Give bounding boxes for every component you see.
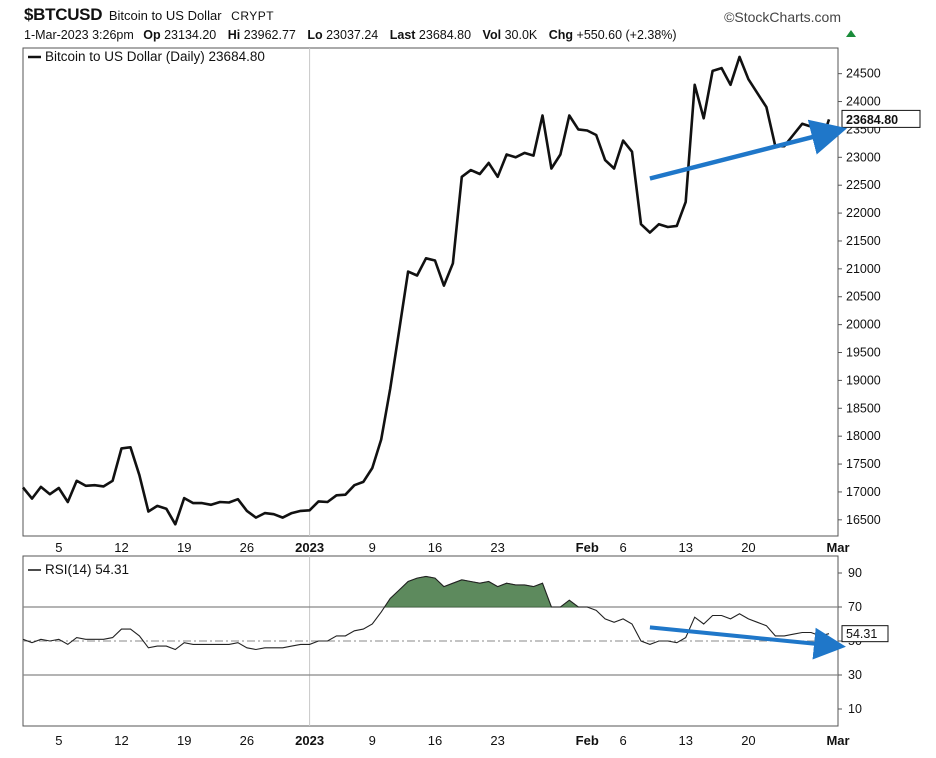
rsi-ytick-label: 90 bbox=[848, 566, 862, 580]
price-ytick-label: 20500 bbox=[846, 290, 881, 304]
volume-label: Vol bbox=[482, 28, 502, 42]
rsi-legend-label: RSI(14) 54.31 bbox=[45, 562, 129, 577]
price-ytick-label: 22500 bbox=[846, 178, 881, 192]
price-ytick-label: 16500 bbox=[846, 513, 881, 527]
rsi-xtick-label: 12 bbox=[114, 733, 128, 748]
open-value: 23134.20 bbox=[164, 28, 217, 42]
price-ytick-label: 22000 bbox=[846, 206, 881, 220]
price-xtick-label: 23 bbox=[490, 540, 504, 555]
price-last-value-label: 23684.80 bbox=[846, 113, 898, 127]
price-ytick-label: 18500 bbox=[846, 401, 881, 415]
price-xtick-label: Mar bbox=[826, 540, 849, 555]
rsi-ytick-label: 10 bbox=[848, 702, 862, 716]
last-label: Last bbox=[389, 28, 416, 42]
volume-value: 30.0K bbox=[504, 28, 538, 42]
exchange: CRYPT bbox=[231, 9, 275, 23]
rsi-xtick-label: 5 bbox=[55, 733, 62, 748]
price-ytick-label: 21500 bbox=[846, 234, 881, 248]
rsi-xtick-label: 9 bbox=[369, 733, 376, 748]
price-xtick-label: 12 bbox=[114, 540, 128, 555]
change-value: +550.60 (+2.38%) bbox=[576, 28, 677, 42]
high-label: Hi bbox=[227, 28, 241, 42]
price-xtick-label: 20 bbox=[741, 540, 755, 555]
price-ytick-label: 18000 bbox=[846, 429, 881, 443]
price-last-value-box bbox=[841, 109, 921, 128]
open-label: Op bbox=[143, 28, 161, 42]
price-xtick-label: 16 bbox=[428, 540, 442, 555]
rsi-xtick-label: 23 bbox=[490, 733, 504, 748]
price-ytick-label: 23000 bbox=[846, 150, 881, 164]
rsi-xtick-label: 26 bbox=[240, 733, 254, 748]
rsi-xtick-label: 20 bbox=[741, 733, 755, 748]
price-ytick-label: 19000 bbox=[846, 373, 881, 387]
price-xtick-label: 6 bbox=[619, 540, 626, 555]
rsi-xtick-label: Mar bbox=[826, 733, 849, 748]
up-triangle-icon bbox=[846, 30, 856, 37]
low-label: Lo bbox=[307, 28, 323, 42]
price-xtick-label: 5 bbox=[55, 540, 62, 555]
price-ytick-label: 24500 bbox=[846, 67, 881, 81]
rsi-trend-arrow bbox=[649, 625, 846, 660]
rsi-ytick-label: 30 bbox=[848, 668, 862, 682]
rsi-xtick-label: 6 bbox=[619, 733, 626, 748]
rsi-xtick-label: 19 bbox=[177, 733, 191, 748]
price-xtick-label: 9 bbox=[369, 540, 376, 555]
price-panel: 16500 17000 17500 18000 18500 19000 19500 20000… bbox=[21, 47, 921, 555]
change-label: Chg bbox=[548, 28, 574, 42]
quote-date: 1-Mar-2023 3:26pm bbox=[24, 28, 134, 42]
rsi-ytick-label: 70 bbox=[848, 600, 862, 614]
price-ytick-label: 20000 bbox=[846, 318, 881, 332]
price-trend-arrow bbox=[649, 119, 848, 181]
symbol-name: Bitcoin to US Dollar bbox=[108, 8, 222, 23]
high-value: 23962.77 bbox=[243, 28, 296, 42]
price-xtick-label: 2023 bbox=[295, 540, 324, 555]
price-ytick-label: 17000 bbox=[846, 485, 881, 499]
chart-title-line: $BTCUSD Bitcoin to US Dollar CRYPT bbox=[24, 5, 274, 25]
price-xtick-label: 19 bbox=[177, 540, 191, 555]
rsi-xtick-label: 16 bbox=[428, 733, 442, 748]
rsi-xtick-label: Feb bbox=[576, 733, 599, 748]
price-ytick-label: 24000 bbox=[846, 95, 881, 109]
price-xtick-label: 13 bbox=[679, 540, 693, 555]
low-value: 23037.24 bbox=[326, 28, 379, 42]
price-ytick-label: 19500 bbox=[846, 346, 881, 360]
quote-line: 1-Mar-2023 3:26pm Op 23134.20 Hi 23962.7… bbox=[24, 28, 677, 42]
last-value: 23684.80 bbox=[418, 28, 472, 42]
price-legend-label: Bitcoin to US Dollar (Daily) 23684.80 bbox=[45, 49, 265, 64]
rsi-xtick-label: 2023 bbox=[295, 733, 324, 748]
rsi-xtick-label: 13 bbox=[679, 733, 693, 748]
rsi-last-value-label: 54.31 bbox=[846, 627, 877, 641]
price-ytick-label: 21000 bbox=[846, 262, 881, 276]
price-series-line bbox=[21, 55, 831, 526]
price-xtick-label: Feb bbox=[576, 540, 599, 555]
rsi-series-line bbox=[22, 575, 830, 651]
brand-text: ©StockCharts.com bbox=[724, 9, 841, 25]
price-xtick-label: 26 bbox=[240, 540, 254, 555]
price-ytick-label: 17500 bbox=[846, 457, 881, 471]
price-plot-frame bbox=[22, 47, 839, 537]
symbol: $BTCUSD bbox=[24, 5, 103, 24]
